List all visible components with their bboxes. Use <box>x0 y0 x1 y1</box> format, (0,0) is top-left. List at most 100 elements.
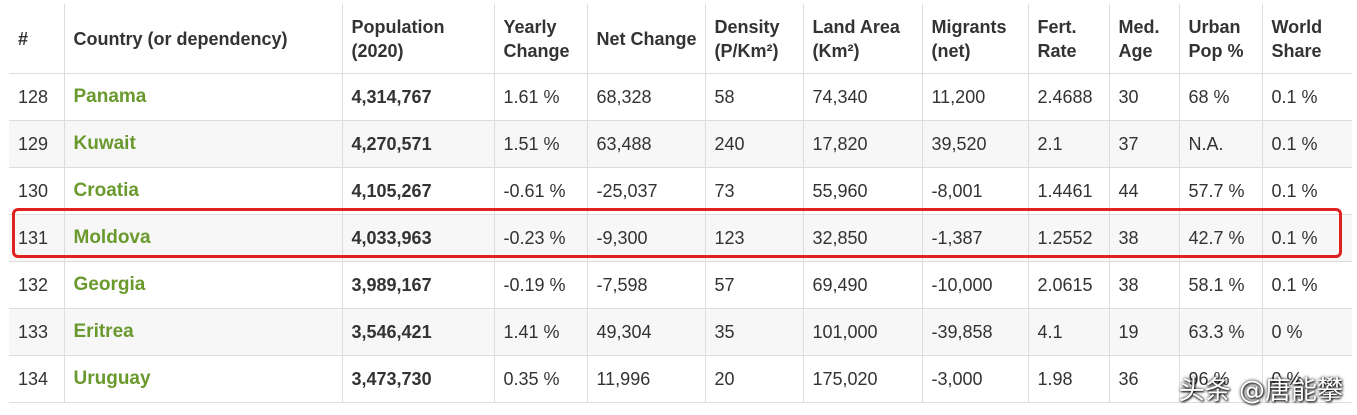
cell-density: 58 <box>705 73 804 121</box>
cell-urban-pop: 68 % <box>1179 73 1263 121</box>
cell-fert-rate: 2.4688 <box>1028 73 1110 121</box>
country-link[interactable]: Panama <box>64 73 343 121</box>
cell-urban-pop: 57.7 % <box>1179 167 1263 215</box>
cell-yearly-change: 1.61 % <box>494 73 588 121</box>
cell-yearly-change: 1.51 % <box>494 120 588 168</box>
cell-net-change: -9,300 <box>587 214 706 262</box>
cell-migrants: -10,000 <box>922 261 1029 309</box>
cell-rank: 133 <box>9 308 65 356</box>
cell-fert-rate: 2.0615 <box>1028 261 1110 309</box>
population-table: # Country (or dependency) Population (20… <box>9 4 1352 403</box>
cell-world-share: 0.1 % <box>1262 167 1352 215</box>
country-link[interactable]: Croatia <box>64 167 343 215</box>
cell-urban-pop: N.A. <box>1179 120 1263 168</box>
table-row: 132 Georgia 3,989,167 -0.19 % -7,598 57 … <box>9 261 1352 309</box>
cell-rank: 132 <box>9 261 65 309</box>
cell-yearly-change: 1.41 % <box>494 308 588 356</box>
country-link[interactable]: Eritrea <box>64 308 343 356</box>
cell-yearly-change: -0.23 % <box>494 214 588 262</box>
cell-net-change: -7,598 <box>587 261 706 309</box>
header-med-age[interactable]: Med. Age <box>1109 4 1180 74</box>
header-country[interactable]: Country (or dependency) <box>64 4 343 74</box>
cell-land-area: 17,820 <box>803 120 923 168</box>
cell-net-change: 11,996 <box>587 355 706 403</box>
cell-density: 240 <box>705 120 804 168</box>
cell-density: 57 <box>705 261 804 309</box>
cell-world-share: 0 % <box>1262 308 1352 356</box>
cell-net-change: -25,037 <box>587 167 706 215</box>
cell-rank: 128 <box>9 73 65 121</box>
cell-world-share: 0.1 % <box>1262 214 1352 262</box>
cell-population: 4,105,267 <box>342 167 495 215</box>
table-row: 128 Panama 4,314,767 1.61 % 68,328 58 74… <box>9 73 1352 121</box>
cell-world-share: 0.1 % <box>1262 73 1352 121</box>
table-row: 129 Kuwait 4,270,571 1.51 % 63,488 240 1… <box>9 120 1352 168</box>
cell-fert-rate: 4.1 <box>1028 308 1110 356</box>
cell-med-age: 30 <box>1109 73 1180 121</box>
cell-land-area: 74,340 <box>803 73 923 121</box>
cell-land-area: 69,490 <box>803 261 923 309</box>
header-world-share[interactable]: World Share <box>1262 4 1352 74</box>
cell-land-area: 55,960 <box>803 167 923 215</box>
cell-density: 123 <box>705 214 804 262</box>
cell-population: 3,546,421 <box>342 308 495 356</box>
cell-migrants: -1,387 <box>922 214 1029 262</box>
cell-urban-pop: 63.3 % <box>1179 308 1263 356</box>
cell-world-share: 0 % <box>1262 355 1352 403</box>
header-population[interactable]: Population (2020) <box>342 4 495 74</box>
country-link[interactable]: Moldova <box>64 214 343 262</box>
cell-fert-rate: 2.1 <box>1028 120 1110 168</box>
table-row: 130 Croatia 4,105,267 -0.61 % -25,037 73… <box>9 167 1352 215</box>
cell-migrants: 39,520 <box>922 120 1029 168</box>
cell-net-change: 63,488 <box>587 120 706 168</box>
cell-urban-pop: 42.7 % <box>1179 214 1263 262</box>
table-row-highlighted: 131 Moldova 4,033,963 -0.23 % -9,300 123… <box>9 214 1352 262</box>
header-fert-rate[interactable]: Fert. Rate <box>1028 4 1110 74</box>
cell-fert-rate: 1.2552 <box>1028 214 1110 262</box>
cell-med-age: 44 <box>1109 167 1180 215</box>
cell-land-area: 32,850 <box>803 214 923 262</box>
cell-population: 3,989,167 <box>342 261 495 309</box>
cell-urban-pop: 58.1 % <box>1179 261 1263 309</box>
cell-population: 3,473,730 <box>342 355 495 403</box>
header-urban-pop[interactable]: Urban Pop % <box>1179 4 1263 74</box>
cell-migrants: -3,000 <box>922 355 1029 403</box>
cell-med-age: 37 <box>1109 120 1180 168</box>
cell-density: 35 <box>705 308 804 356</box>
cell-med-age: 36 <box>1109 355 1180 403</box>
cell-rank: 129 <box>9 120 65 168</box>
cell-rank: 130 <box>9 167 65 215</box>
country-link[interactable]: Kuwait <box>64 120 343 168</box>
cell-land-area: 101,000 <box>803 308 923 356</box>
cell-population: 4,033,963 <box>342 214 495 262</box>
cell-fert-rate: 1.98 <box>1028 355 1110 403</box>
cell-world-share: 0.1 % <box>1262 120 1352 168</box>
cell-med-age: 19 <box>1109 308 1180 356</box>
cell-land-area: 175,020 <box>803 355 923 403</box>
cell-density: 73 <box>705 167 804 215</box>
cell-migrants: 11,200 <box>922 73 1029 121</box>
header-rank[interactable]: # <box>9 4 65 74</box>
header-yearly-change[interactable]: Yearly Change <box>494 4 588 74</box>
cell-net-change: 49,304 <box>587 308 706 356</box>
watermark: 头条 @唐能攀 <box>1178 376 1343 406</box>
header-net-change[interactable]: Net Change <box>587 4 706 74</box>
cell-migrants: -8,001 <box>922 167 1029 215</box>
cell-population: 4,314,767 <box>342 73 495 121</box>
table-row: 133 Eritrea 3,546,421 1.41 % 49,304 35 1… <box>9 308 1352 356</box>
cell-med-age: 38 <box>1109 261 1180 309</box>
population-table-wrapper: # Country (or dependency) Population (20… <box>9 4 1352 403</box>
header-density[interactable]: Density (P/Km²) <box>705 4 804 74</box>
country-link[interactable]: Georgia <box>64 261 343 309</box>
cell-population: 4,270,571 <box>342 120 495 168</box>
cell-density: 20 <box>705 355 804 403</box>
cell-yearly-change: -0.19 % <box>494 261 588 309</box>
table-header-row: # Country (or dependency) Population (20… <box>9 4 1352 74</box>
cell-rank: 131 <box>9 214 65 262</box>
country-link[interactable]: Uruguay <box>64 355 343 403</box>
cell-rank: 134 <box>9 355 65 403</box>
cell-migrants: -39,858 <box>922 308 1029 356</box>
header-land-area[interactable]: Land Area (Km²) <box>803 4 923 74</box>
header-migrants[interactable]: Migrants (net) <box>922 4 1029 74</box>
cell-yearly-change: 0.35 % <box>494 355 588 403</box>
